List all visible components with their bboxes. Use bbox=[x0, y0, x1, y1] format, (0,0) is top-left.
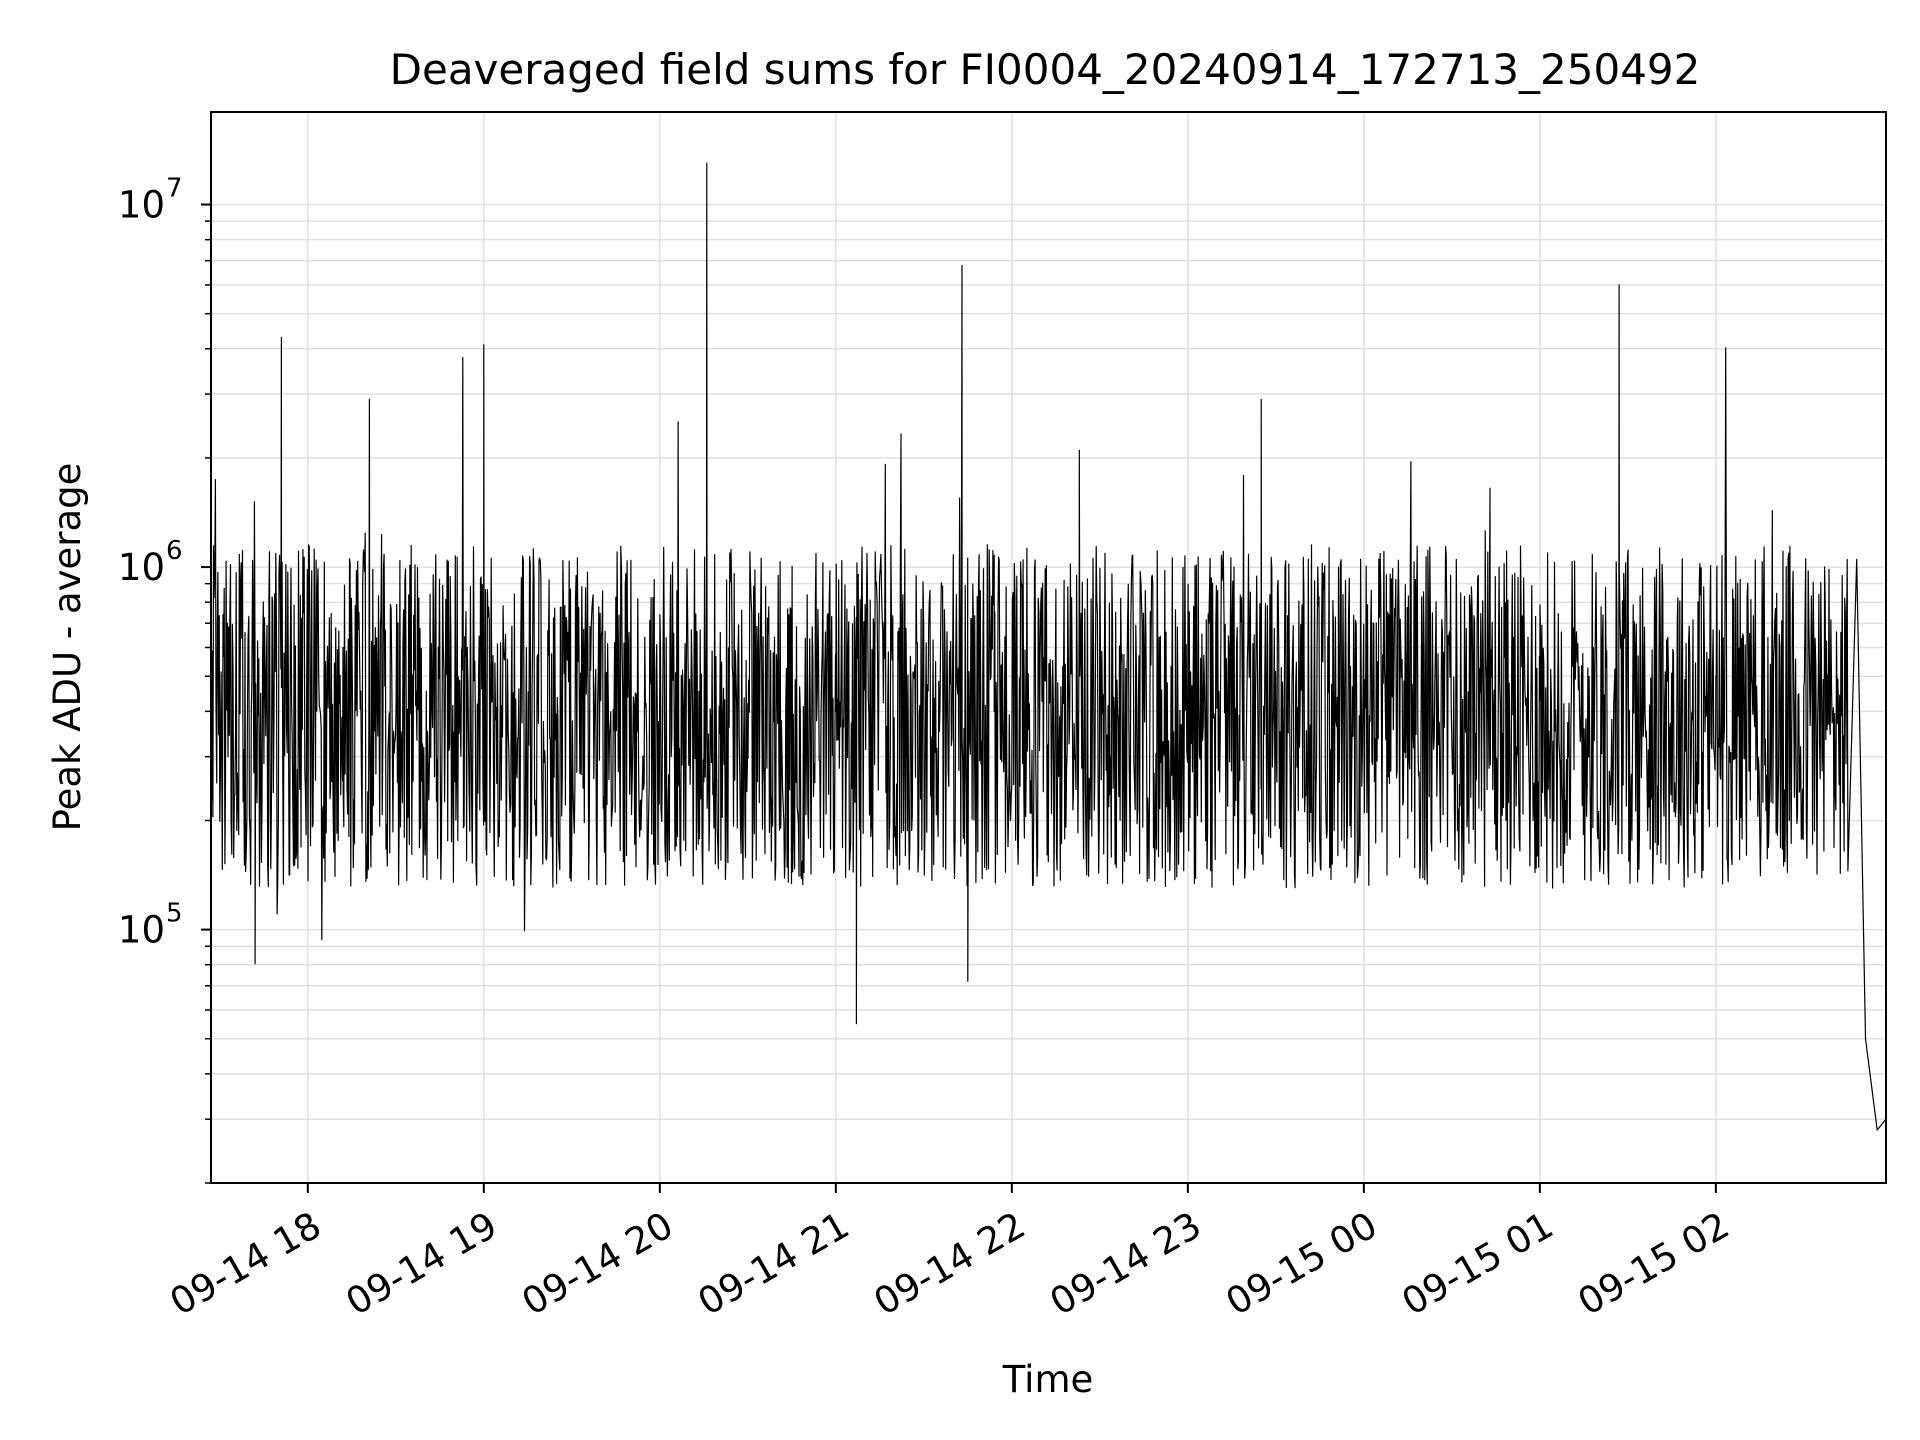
y-axis-label: Peak ADU - average bbox=[46, 463, 89, 832]
y-tick-label: 10 bbox=[118, 909, 165, 952]
x-axis-label: Time bbox=[1002, 1358, 1094, 1401]
series-line bbox=[210, 162, 1887, 1131]
y-tick-exponent: 7 bbox=[166, 174, 183, 204]
chart-title: Deaveraged field sums for FI0004_2024091… bbox=[390, 45, 1701, 94]
y-tick-exponent: 5 bbox=[166, 899, 183, 929]
y-tick-exponent: 6 bbox=[166, 536, 183, 566]
y-tick-label: 10 bbox=[118, 546, 165, 589]
y-tick-label: 10 bbox=[118, 184, 165, 227]
plot-series bbox=[210, 162, 1887, 1131]
